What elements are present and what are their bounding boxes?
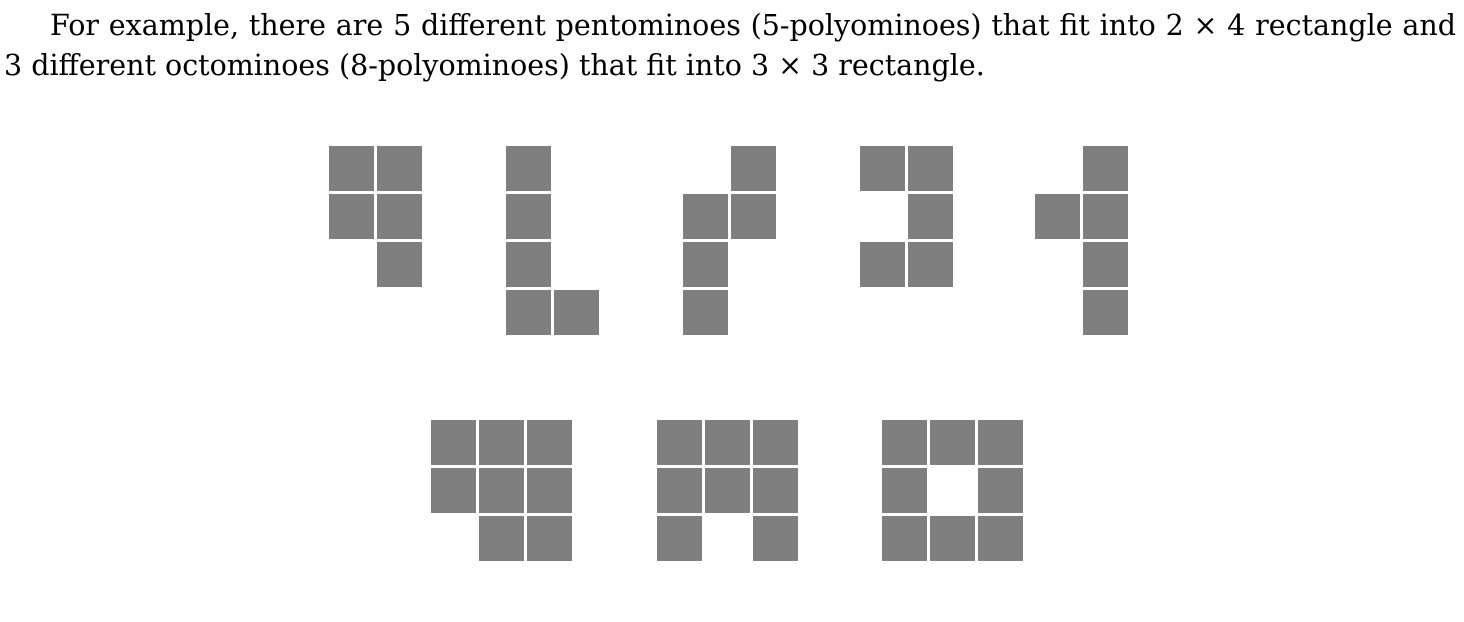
pentomino-5-cell-2 bbox=[1035, 194, 1080, 239]
pentomino-4-cell-3 bbox=[908, 194, 953, 239]
pentomino-5-cell-1 bbox=[1083, 146, 1128, 191]
pentomino-5-cell-5 bbox=[1083, 290, 1128, 335]
pentomino-2-cell-2 bbox=[506, 194, 551, 239]
pentomino-4-cell-4 bbox=[860, 242, 905, 287]
pentomino-2 bbox=[506, 146, 599, 335]
octomino-3 bbox=[882, 420, 1023, 561]
octomino-3-cell-2 bbox=[930, 420, 975, 465]
octomino-3-cell-7 bbox=[930, 516, 975, 561]
pentomino-4-cell-1 bbox=[860, 146, 905, 191]
pentomino-1-cell-5 bbox=[377, 242, 422, 287]
octomino-2-cell-6 bbox=[753, 468, 798, 513]
text-segment-5: different octominoes (8-polyominoes) tha… bbox=[22, 49, 751, 82]
pentomino-1 bbox=[329, 146, 422, 287]
octomino-1-cell-8 bbox=[527, 516, 572, 561]
octomino-1-cell-6 bbox=[527, 468, 572, 513]
text-segment-1: For example, there are 5 different pento… bbox=[50, 9, 1166, 42]
octomino-2-cell-7 bbox=[657, 516, 702, 561]
octomino-1 bbox=[431, 420, 572, 561]
pentomino-3-cell-2 bbox=[683, 194, 728, 239]
octomino-2-cell-3 bbox=[753, 420, 798, 465]
octomino-2-cell-2 bbox=[705, 420, 750, 465]
pentomino-2-cell-3 bbox=[506, 242, 551, 287]
pentomino-1-cell-3 bbox=[329, 194, 374, 239]
octomino-1-cell-4 bbox=[431, 468, 476, 513]
octomino-1-cell-3 bbox=[527, 420, 572, 465]
octomino-2 bbox=[657, 420, 798, 561]
octomino-row bbox=[431, 420, 1023, 561]
text-segment-6: 3 × 3 bbox=[750, 49, 830, 82]
pentomino-3-cell-5 bbox=[683, 290, 728, 335]
octomino-1-cell-5 bbox=[479, 468, 524, 513]
pentomino-4-cell-5 bbox=[908, 242, 953, 287]
pentomino-5-cell-3 bbox=[1083, 194, 1128, 239]
pentomino-1-cell-1 bbox=[329, 146, 374, 191]
pentomino-5 bbox=[1035, 146, 1128, 335]
octomino-2-cell-4 bbox=[657, 468, 702, 513]
text-segment-7: rectangle. bbox=[829, 49, 985, 82]
text-segment-4: 3 bbox=[4, 49, 23, 82]
octomino-1-cell-1 bbox=[431, 420, 476, 465]
octomino-2-cell-5 bbox=[705, 468, 750, 513]
octomino-3-cell-8 bbox=[978, 516, 1023, 561]
text-segment-3: rectangle and bbox=[1245, 9, 1457, 42]
octomino-2-cell-8 bbox=[753, 516, 798, 561]
pentomino-3 bbox=[683, 146, 776, 335]
octomino-1-cell-7 bbox=[479, 516, 524, 561]
octomino-2-cell-1 bbox=[657, 420, 702, 465]
octomino-3-cell-1 bbox=[882, 420, 927, 465]
pentomino-2-cell-1 bbox=[506, 146, 551, 191]
octomino-1-cell-2 bbox=[479, 420, 524, 465]
pentomino-4 bbox=[860, 146, 953, 287]
pentomino-3-cell-3 bbox=[731, 194, 776, 239]
octomino-3-cell-6 bbox=[882, 516, 927, 561]
pentomino-5-cell-4 bbox=[1083, 242, 1128, 287]
pentomino-3-cell-1 bbox=[731, 146, 776, 191]
intro-paragraph: For example, there are 5 different pento… bbox=[4, 6, 1456, 86]
octomino-3-cell-4 bbox=[882, 468, 927, 513]
octomino-3-cell-3 bbox=[978, 420, 1023, 465]
pentomino-2-cell-4 bbox=[506, 290, 551, 335]
pentomino-row bbox=[329, 146, 1128, 335]
pentomino-1-cell-2 bbox=[377, 146, 422, 191]
pentomino-1-cell-4 bbox=[377, 194, 422, 239]
octomino-3-cell-5 bbox=[978, 468, 1023, 513]
pentomino-4-cell-2 bbox=[908, 146, 953, 191]
pentomino-3-cell-4 bbox=[683, 242, 728, 287]
pentomino-2-cell-5 bbox=[554, 290, 599, 335]
text-segment-2: 2 × 4 bbox=[1165, 9, 1246, 42]
